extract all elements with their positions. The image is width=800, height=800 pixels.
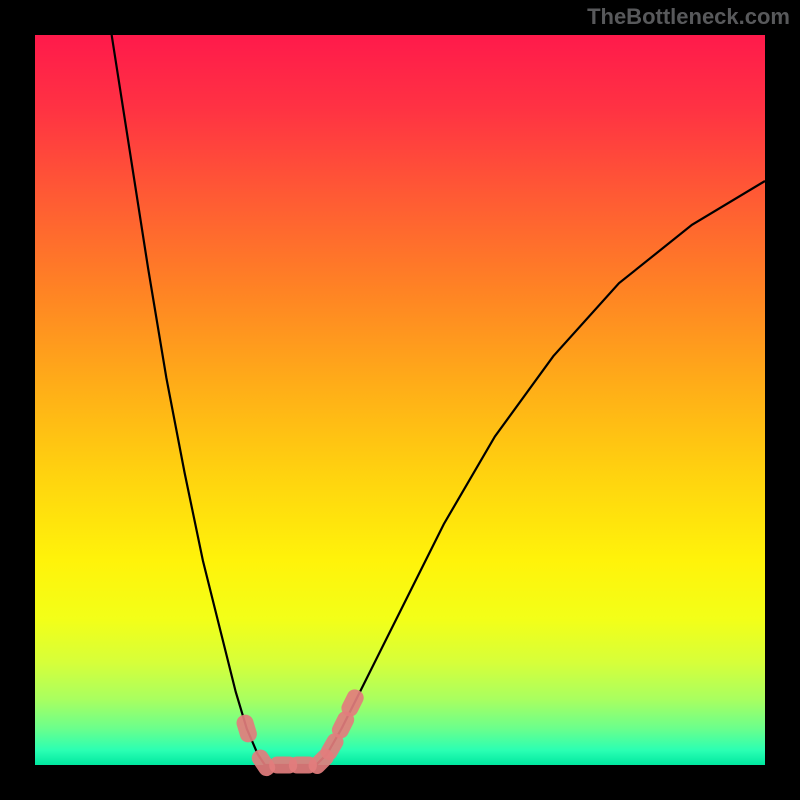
chart-container: { "watermark": { "text": "TheBottleneck.… [0, 0, 800, 800]
curve-layer [35, 35, 765, 765]
valley-markers [235, 687, 367, 780]
plot-area [35, 35, 765, 765]
watermark-text: TheBottleneck.com [587, 4, 790, 30]
bottleneck-curve [112, 35, 765, 765]
valley-marker [235, 713, 259, 745]
